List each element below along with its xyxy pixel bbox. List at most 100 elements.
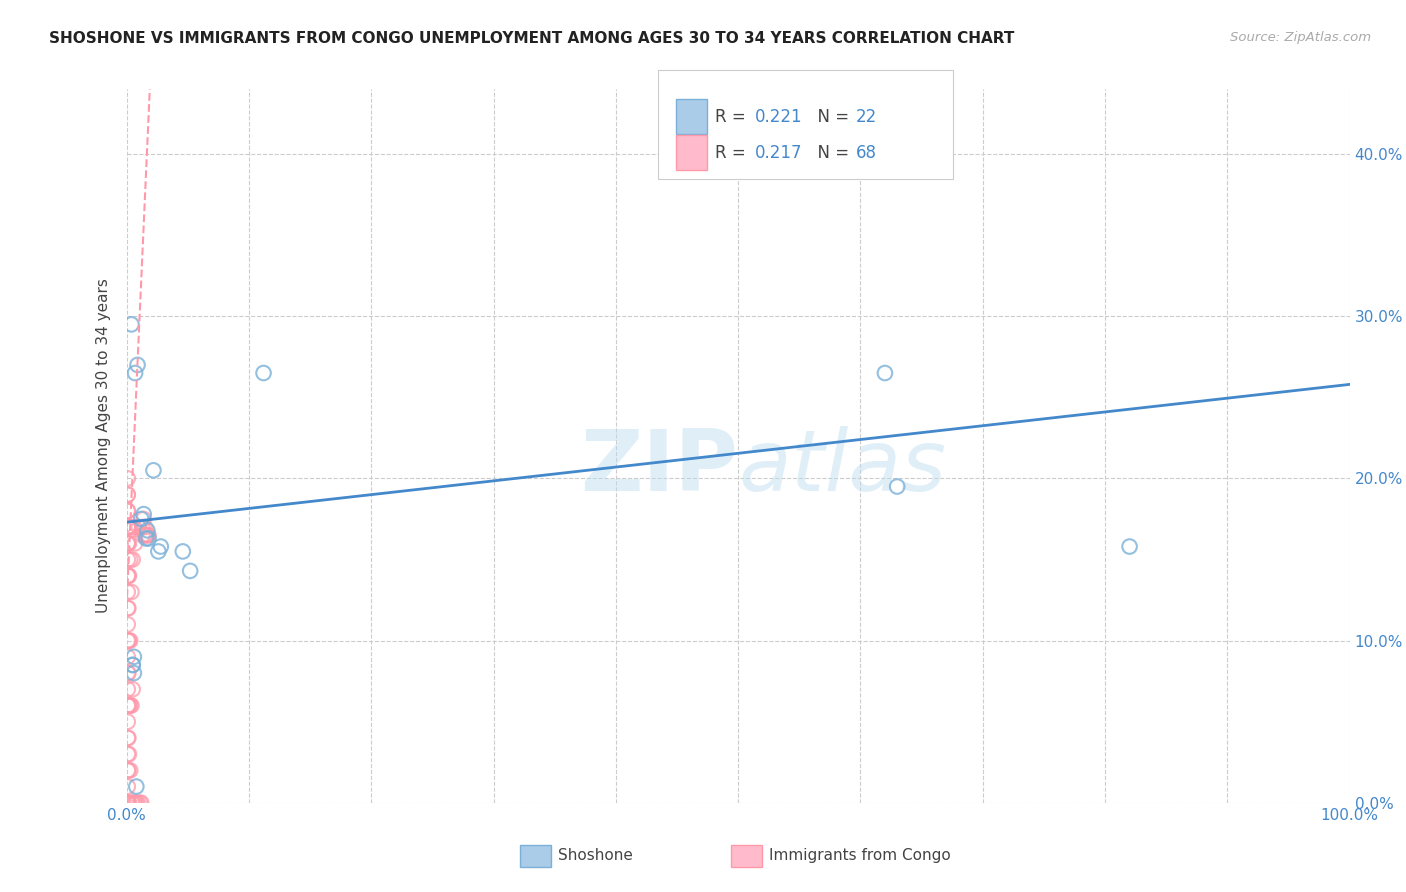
Point — [117, 764, 139, 778]
Text: atlas: atlas — [738, 425, 946, 509]
Point — [118, 698, 141, 713]
Point — [125, 796, 148, 810]
Point — [122, 666, 145, 681]
Point — [117, 488, 139, 502]
Point — [117, 568, 139, 582]
Point — [135, 532, 157, 546]
Point — [117, 796, 139, 810]
Point — [131, 520, 153, 534]
Point — [117, 536, 139, 550]
Point — [128, 520, 150, 534]
Text: ZIP: ZIP — [581, 425, 738, 509]
Point — [118, 568, 141, 582]
Point — [135, 528, 157, 542]
Point — [120, 698, 142, 713]
Point — [179, 564, 201, 578]
Point — [120, 764, 142, 778]
Point — [124, 796, 146, 810]
Point — [117, 747, 139, 761]
Text: R =: R = — [716, 108, 751, 126]
Point — [117, 698, 139, 713]
Point — [149, 540, 172, 554]
Point — [1118, 540, 1140, 554]
Point — [117, 682, 139, 697]
Point — [122, 649, 145, 664]
Point — [117, 780, 139, 794]
Point — [132, 507, 155, 521]
Point — [120, 633, 142, 648]
Point — [117, 714, 139, 729]
Point — [129, 512, 152, 526]
Point — [117, 666, 139, 681]
Point — [120, 520, 142, 534]
Point — [118, 520, 141, 534]
Point — [125, 780, 148, 794]
Point — [117, 504, 139, 518]
Point — [117, 488, 139, 502]
Point — [131, 528, 153, 542]
Point — [117, 698, 139, 713]
Point — [121, 657, 143, 672]
Point — [136, 524, 159, 538]
Point — [142, 463, 165, 477]
Point — [121, 796, 143, 810]
Point — [120, 552, 142, 566]
Point — [117, 536, 139, 550]
Point — [117, 633, 139, 648]
Text: 22: 22 — [856, 108, 877, 126]
Point — [134, 528, 156, 542]
Point — [122, 796, 145, 810]
Point — [117, 633, 139, 648]
Point — [120, 585, 142, 599]
Point — [127, 358, 149, 372]
Point — [118, 796, 141, 810]
Point — [124, 366, 146, 380]
Point — [886, 479, 908, 493]
Point — [117, 731, 139, 745]
Point — [129, 796, 152, 810]
Point — [117, 617, 139, 632]
Point — [136, 528, 159, 542]
Point — [117, 520, 139, 534]
Text: N =: N = — [807, 144, 855, 161]
Text: Immigrants from Congo: Immigrants from Congo — [769, 848, 950, 863]
Point — [118, 633, 141, 648]
Point — [873, 366, 896, 380]
Text: 0.221: 0.221 — [755, 108, 803, 126]
Point — [117, 585, 139, 599]
Point — [118, 536, 141, 550]
Point — [117, 666, 139, 681]
Point — [120, 318, 142, 332]
Point — [117, 552, 139, 566]
Point — [134, 520, 156, 534]
Point — [120, 796, 142, 810]
Point — [117, 471, 139, 485]
Point — [138, 532, 160, 546]
Point — [117, 764, 139, 778]
Point — [132, 512, 155, 526]
Point — [121, 682, 143, 697]
Point — [121, 552, 143, 566]
Point — [127, 796, 149, 810]
Point — [117, 568, 139, 582]
Point — [120, 698, 142, 713]
Text: Source: ZipAtlas.com: Source: ZipAtlas.com — [1230, 31, 1371, 45]
Point — [172, 544, 194, 558]
Point — [122, 520, 145, 534]
Point — [121, 657, 143, 672]
Text: 0.217: 0.217 — [755, 144, 803, 161]
Point — [118, 747, 141, 761]
Point — [117, 731, 139, 745]
Point — [117, 601, 139, 615]
Point — [124, 536, 146, 550]
Point — [117, 520, 139, 534]
Text: N =: N = — [807, 108, 855, 126]
Point — [117, 796, 139, 810]
Text: SHOSHONE VS IMMIGRANTS FROM CONGO UNEMPLOYMENT AMONG AGES 30 TO 34 YEARS CORRELA: SHOSHONE VS IMMIGRANTS FROM CONGO UNEMPL… — [49, 31, 1015, 46]
Point — [129, 796, 152, 810]
Point — [117, 504, 139, 518]
Text: R =: R = — [716, 144, 751, 161]
Point — [148, 544, 170, 558]
Point — [252, 366, 274, 380]
Point — [117, 601, 139, 615]
